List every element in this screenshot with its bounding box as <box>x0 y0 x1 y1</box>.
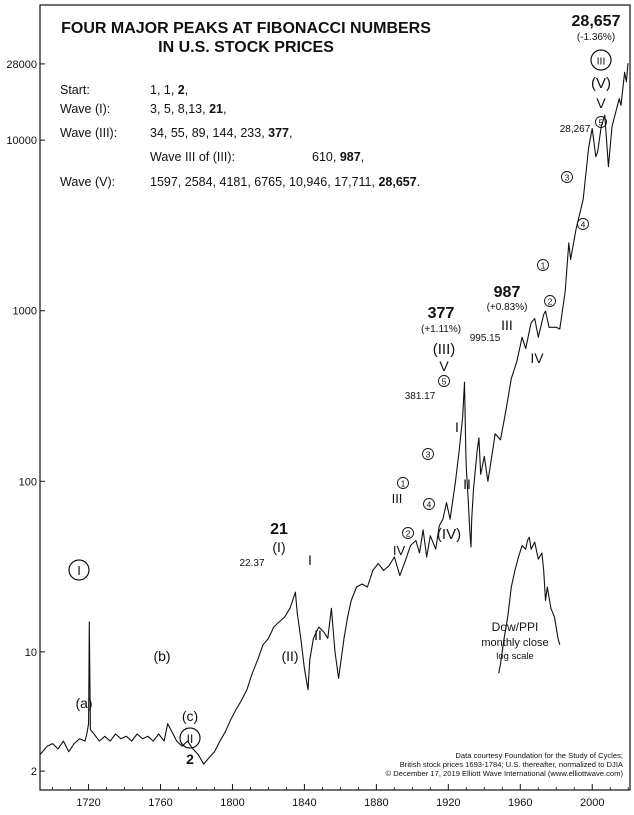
y-axis: 2 10 100 1000 10000 28000 <box>6 59 45 778</box>
wave-5-2-label: 2 <box>548 297 553 307</box>
sub-wave-iv-label-1900: IV <box>393 543 406 558</box>
wave-3-5-label: 5 <box>442 377 447 387</box>
data-credit: Data courtesy Foundation for the Study o… <box>386 751 624 778</box>
peak-28657-label: 28,657 <box>572 13 621 30</box>
pct-987-label: (+0.83%) <box>487 302 528 313</box>
wave-3-4-marker <box>423 498 435 510</box>
wave-5-4-marker <box>577 218 589 230</box>
value-28267-label: 28,267 <box>560 124 591 135</box>
x-tick-label: 1800 <box>220 797 244 809</box>
table-numbers-wave-iii-of-iii: 610, 987, <box>312 150 364 164</box>
wave-3-1-marker <box>397 477 409 489</box>
label-c: (c) <box>182 708 198 724</box>
sub-wave-ii-label-1940s: II <box>463 476 471 492</box>
wave-v-paren-label: (V) <box>591 75 611 92</box>
wave-5-1-label: 1 <box>541 261 546 271</box>
y-tick-label: 28000 <box>6 59 37 71</box>
wave-5-5-marker <box>595 116 607 128</box>
table-numbers-wave-iii: 34, 55, 89, 144, 233, 377, <box>150 126 293 140</box>
peak-987-label: 987 <box>494 284 521 301</box>
value-22-37-label: 22.37 <box>239 558 264 569</box>
pct-28657-label: (-1.36%) <box>577 32 615 43</box>
wave-5-3-label: 3 <box>565 173 570 183</box>
circled-wave-ii-label: II <box>187 732 194 746</box>
x-tick-label: 1960 <box>508 797 532 809</box>
wave-iii-small-label-1966: III <box>501 317 513 333</box>
y-tick-label: 2 <box>31 766 37 778</box>
wave-v-small-label-1929: V <box>439 358 449 374</box>
wave-5-5-label: 5 <box>599 118 604 128</box>
table-label-wave-iii-of-iii: Wave III of (III): <box>150 150 235 164</box>
wave-3-1-label: 1 <box>401 479 406 489</box>
pct-377-label: (+1.11%) <box>421 324 461 335</box>
circled-wave-iii-marker <box>590 49 612 71</box>
inset-caption-line-3: log scale <box>496 651 534 662</box>
chart-title-line-1: FOUR MAJOR PEAKS AT FIBONACCI NUMBERS <box>61 20 431 37</box>
wave-5-3-marker <box>561 171 573 183</box>
x-tick-label: 1880 <box>364 797 388 809</box>
inset-caption-line-1: Dow/PPI <box>492 620 539 634</box>
wave-ii-paren-label: (II) <box>281 648 298 664</box>
circled-wave-i-marker <box>68 559 90 581</box>
circled-wave-iii-label: III <box>597 56 606 68</box>
credit-line-1: Data courtesy Foundation for the Study o… <box>455 751 623 760</box>
wave-3-3-label: 3 <box>426 450 431 460</box>
x-tick-label: 1920 <box>436 797 460 809</box>
table-label-wave-iii: Wave (III): <box>60 126 117 140</box>
bottom-2-label: 2 <box>186 751 194 767</box>
wave-5-1-marker <box>537 259 549 271</box>
wave-iv-small-label-1974: IV <box>530 350 544 366</box>
sub-wave-ii-label: II <box>314 627 322 643</box>
series-line-dow-ppi <box>498 536 561 674</box>
fibonacci-table: Start: 1, 1, 2, Wave (I): 3, 5, 8,13, 21… <box>60 83 420 189</box>
peak-377-label: 377 <box>428 305 455 322</box>
inset-caption: Dow/PPI monthly close log scale <box>481 620 548 662</box>
x-tick-label: 1840 <box>292 797 316 809</box>
table-label-start: Start: <box>60 83 90 97</box>
value-995-15-label: 995.15 <box>470 333 501 344</box>
wave-5-4-label: 4 <box>581 220 586 230</box>
wave-3-3-marker <box>422 448 434 460</box>
sub-wave-iii-label-1900: III <box>392 491 403 506</box>
inset-caption-line-2: monthly close <box>481 637 548 649</box>
y-tick-label: 10000 <box>6 135 37 147</box>
peak-21-label: 21 <box>270 521 288 538</box>
x-tick-label: 1760 <box>148 797 172 809</box>
series-line-stock-index <box>39 63 629 765</box>
table-numbers-wave-v: 1597, 2584, 4181, 6765, 10,946, 17,711, … <box>150 175 420 189</box>
sub-wave-i-label-1940s: I <box>455 419 459 435</box>
wave-annotations: I (a) (b) (c) II 2 21 (I) 22.37 (II) I I… <box>68 13 621 767</box>
circled-wave-ii-marker <box>179 727 201 749</box>
label-a: (a) <box>75 695 92 711</box>
x-tick-label: 2000 <box>580 797 604 809</box>
table-label-wave-i: Wave (I): <box>60 102 110 116</box>
wave-3-4-label: 4 <box>427 500 432 510</box>
table-numbers-wave-i: 3, 5, 8,13, 21, <box>150 102 226 116</box>
wave-3-2-label: 2 <box>406 529 411 539</box>
x-tick-label: 1720 <box>76 797 100 809</box>
plot-frame <box>39 4 631 791</box>
x-axis: 1720 1760 1800 1840 1880 1920 1960 2000 <box>52 784 629 809</box>
wave-v-small-label-2019: V <box>596 95 606 111</box>
credit-line-3: © December 17, 2019 Elliott Wave Interna… <box>386 769 624 778</box>
chart-title-line-2: IN U.S. STOCK PRICES <box>158 39 334 56</box>
y-tick-label: 100 <box>19 476 37 488</box>
sub-wave-i-label: I <box>308 552 312 568</box>
y-tick-label: 1000 <box>13 306 37 318</box>
wave-5-2-marker <box>544 295 556 307</box>
table-label-wave-v: Wave (V): <box>60 175 115 189</box>
wave-iii-paren-label: (III) <box>433 341 456 358</box>
value-381-17-label: 381.17 <box>405 391 436 402</box>
wave-3-2-marker <box>402 527 414 539</box>
label-b: (b) <box>153 648 170 664</box>
circled-wave-i-label: I <box>77 563 81 578</box>
wave-i-paren-label: (I) <box>272 539 285 555</box>
wave-3-5-marker <box>438 375 450 387</box>
credit-line-2: British stock prices 1693-1784; U.S. the… <box>400 760 624 769</box>
y-tick-label: 10 <box>25 647 37 659</box>
wave-iv-paren-label: (IV) <box>437 526 461 543</box>
table-numbers-start: 1, 1, 2, <box>150 83 188 97</box>
